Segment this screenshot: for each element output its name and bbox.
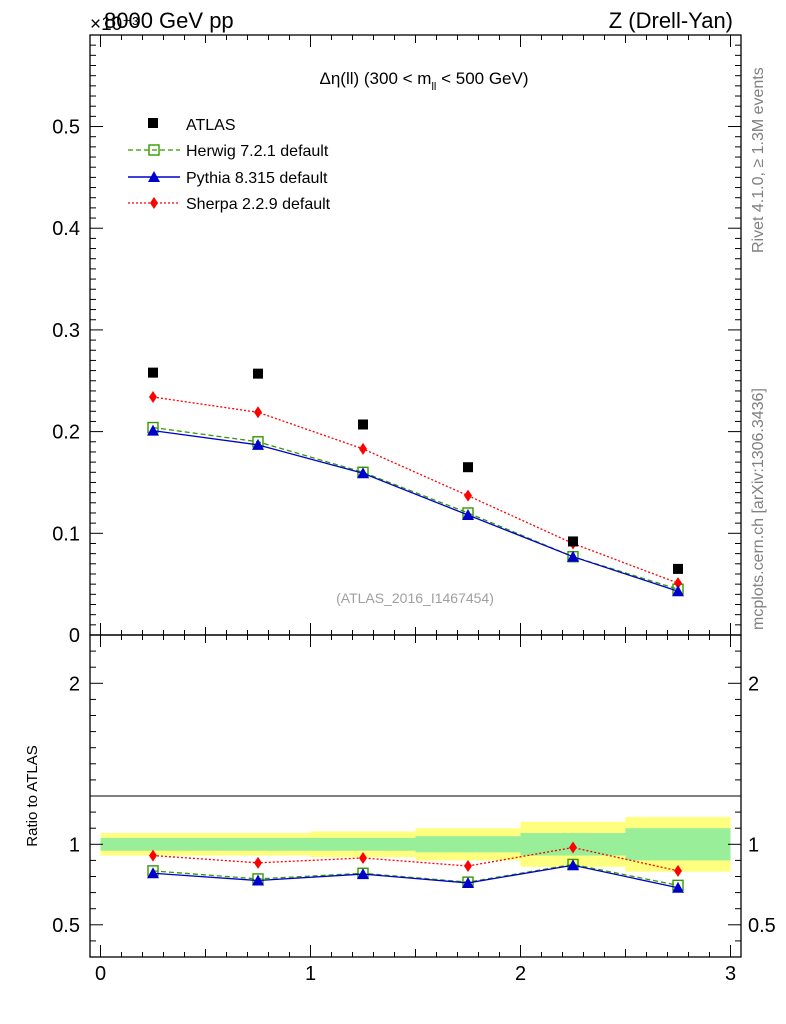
sherpa-line — [152, 396, 679, 584]
ratio-series — [147, 841, 684, 893]
herwig-ratio-line — [152, 863, 679, 886]
legend: ATLAS Herwig 7.2.1 default Pythia 8.315 … — [128, 117, 331, 213]
pythia-point — [357, 467, 369, 479]
plot-title-main: Δη(ll) (300 < m — [319, 69, 431, 88]
y-tick-label: 0.2 — [52, 422, 80, 444]
pythia-point — [252, 438, 264, 450]
atlas-point — [463, 462, 473, 473]
legend-herwig-marker — [148, 144, 160, 156]
pythia-point — [567, 550, 579, 562]
ratio-band-inner — [205, 837, 311, 851]
pythia-ratio-point — [462, 876, 474, 888]
x-tick-label: 0 — [95, 963, 106, 985]
pythia-ratio-point — [672, 881, 684, 893]
ratio-band-inner — [625, 828, 731, 861]
pythia-point — [462, 509, 474, 520]
ratio-ylabel: Ratio to ATLAS — [24, 745, 41, 846]
sherpa-ratio-point — [254, 856, 262, 869]
pythia-point — [147, 424, 159, 436]
ratio-y-tick-label: 2 — [69, 673, 80, 695]
pythia-ratio-point — [357, 868, 369, 880]
legend-sherpa-label: Sherpa 2.2.9 default — [186, 196, 331, 213]
scale-exponent: ×10⁻³ — [90, 14, 139, 35]
atlas-point — [358, 419, 368, 430]
sherpa-point — [254, 406, 262, 419]
main-axis-ticks: 0 0.1 0.2 0.3 0.4 0.5 — [52, 35, 741, 647]
ratio-bands — [100, 816, 731, 872]
main-series — [147, 367, 684, 597]
legend-herwig-label: Herwig 7.2.1 default — [186, 143, 329, 160]
pythia-point — [672, 585, 684, 597]
pythia-ratio-point — [567, 859, 579, 871]
atlas-point — [148, 367, 158, 378]
x-tick-label: 1 — [305, 963, 316, 985]
sherpa-ratio-line — [152, 846, 679, 872]
ratio-axis-ticks: 0 1 2 3 0.5 0.5 1 1 2 2 — [52, 634, 776, 985]
pythia-ratio-line — [152, 864, 679, 889]
sherpa-point — [149, 391, 157, 404]
plot-title-sub: ll — [431, 81, 436, 93]
watermark: (ATLAS_2016_I1467454) — [336, 590, 494, 606]
legend-sherpa-marker — [150, 197, 158, 209]
pythia-line — [152, 429, 679, 592]
sherpa-ratio-point — [359, 851, 367, 864]
ratio-band-inner — [310, 837, 416, 851]
sherpa-point — [674, 577, 682, 590]
legend-atlas-label: ATLAS — [186, 117, 236, 134]
legend-pythia-marker — [148, 171, 160, 182]
header-right: Z (Drell-Yan) — [609, 8, 733, 33]
y-tick-label: 0.4 — [52, 218, 80, 240]
ratio-band-inner — [415, 836, 521, 853]
rivet-label: Rivet 4.1.0, ≥ 1.3M events — [750, 67, 767, 253]
sherpa-point — [464, 489, 472, 502]
pythia-ratio-point — [252, 874, 264, 886]
atlas-point — [253, 368, 263, 379]
legend-atlas-marker — [148, 118, 158, 128]
y-tick-label: 0.5 — [52, 117, 80, 139]
x-tick-label: 2 — [515, 963, 526, 985]
plot-title-tail: < 500 GeV) — [436, 69, 528, 88]
legend-pythia-label: Pythia 8.315 default — [186, 170, 328, 187]
sherpa-ratio-point — [569, 841, 577, 854]
sherpa-ratio-point — [149, 849, 157, 862]
ratio-band-inner — [100, 837, 206, 851]
atlas-point — [673, 563, 683, 574]
ratio-y-tick-label: 1 — [69, 834, 80, 856]
y-tick-label: 0.3 — [52, 320, 80, 342]
header-left: 8000 GeV pp — [104, 8, 234, 33]
pythia-ratio-point — [147, 867, 159, 879]
y-tick-label: 0.1 — [52, 523, 80, 545]
sherpa-point — [359, 442, 367, 455]
sherpa-ratio-point — [464, 860, 472, 873]
atlas-point — [568, 536, 578, 547]
y-tick-label: 0 — [69, 625, 80, 647]
x-tick-label: 3 — [725, 963, 736, 985]
plot-title: Δη(ll) (300 < mll < 500 GeV) — [319, 69, 528, 93]
ratio-y-tick-label: 2 — [748, 673, 759, 695]
ratio-y-tick-label: 1 — [748, 834, 759, 856]
sherpa-ratio-point — [674, 864, 682, 877]
ratio-y-tick-label: 0.5 — [52, 915, 80, 937]
ratio-y-tick-label: 0.5 — [748, 915, 776, 937]
mcplots-label: mcplots.cern.ch [arXiv:1306.3436] — [750, 388, 767, 630]
